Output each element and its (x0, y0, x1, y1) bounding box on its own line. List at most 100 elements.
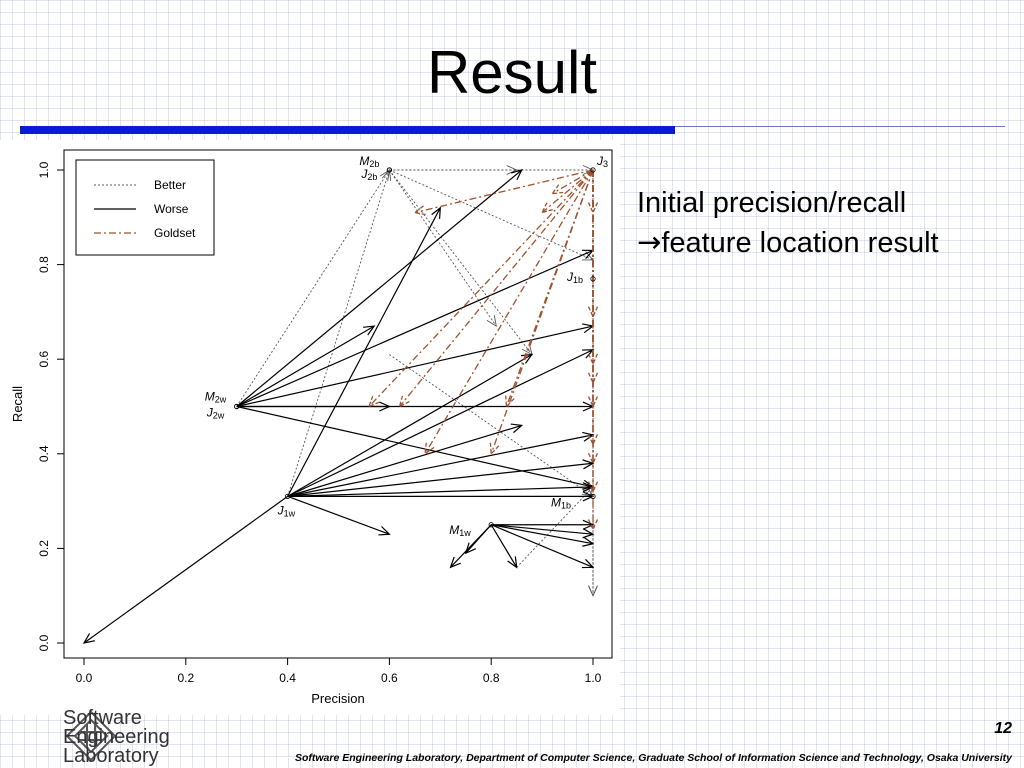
point-marker (234, 403, 240, 410)
worse-arrowhead (581, 349, 595, 359)
point-label: M1w (449, 523, 471, 538)
worse-arrowhead (510, 169, 523, 181)
point-label: J1w (277, 503, 296, 518)
title-underline-thin (675, 126, 1005, 127)
plot-layer: 0.0 0.2 0.4 0.6 0.8 1.0 0.0 0.2 0.4 0.6 0.8 1.0 Prec… (10, 149, 613, 706)
goldset-arrow (414, 169, 594, 214)
precision-recall-chart: 0.0 0.2 0.4 0.6 0.8 1.0 0.0 0.2 0.4 0.6 0.8 1.0 Prec… (10, 149, 613, 706)
goldset-arrowhead (398, 395, 410, 408)
y-tick-label: 0.6 (37, 351, 51, 368)
worse-arrowhead (582, 528, 595, 539)
legend-label-worse: Worse (154, 202, 189, 216)
better-arrowhead (506, 165, 518, 175)
page-number: 12 (994, 720, 1012, 737)
goldset-arrowhead (587, 452, 599, 465)
worse-arrow (236, 325, 375, 408)
worse-arrow (287, 495, 390, 535)
worse-arrow (236, 169, 523, 407)
plot-panel: 0.0 0.2 0.4 0.6 0.8 1.0 0.0 0.2 0.4 0.6 0.8 1.0 Prec… (0, 140, 620, 715)
right-arrow-icon: → (637, 225, 662, 259)
worse-arrow (83, 495, 288, 644)
legend-label-better: Better (154, 178, 186, 192)
point-marker (590, 276, 596, 282)
better-arrow (236, 169, 390, 407)
worse-arrow (287, 462, 594, 497)
plot-frame (63, 149, 613, 659)
legend-label-goldset: Goldset (154, 226, 196, 240)
caption-line-2-text: feature location result (661, 227, 939, 259)
caption-line-1: Initial precision/recall (637, 187, 907, 219)
x-tick-label: 0.2 (177, 671, 194, 685)
goldset-arrowhead (587, 353, 599, 366)
better-arrowhead (381, 168, 392, 181)
y-tick-label: 1.0 (37, 161, 51, 178)
point-marker (590, 167, 596, 173)
worse-arrowhead (449, 556, 461, 569)
goldset-arrowhead (587, 306, 599, 319)
worse-arrowhead (582, 431, 595, 442)
better-arrow (287, 169, 390, 497)
worse-arrow (287, 349, 594, 497)
point-label: M2b (359, 154, 379, 169)
x-tick-label: 0.4 (279, 671, 296, 685)
worse-arrow (490, 524, 594, 568)
goldset-arrow (368, 169, 594, 407)
better-arrowhead (486, 315, 497, 328)
worse-arrowhead (82, 633, 95, 644)
worse-arrow (287, 434, 594, 497)
goldset-arrowhead (587, 434, 599, 446)
goldset-arrowhead (587, 519, 599, 532)
point-label: J2w (206, 406, 225, 421)
goldset-arrow (399, 169, 594, 407)
lab-logo-text: Software Engineering Laboratory (63, 708, 170, 767)
worse-arrowhead (464, 542, 477, 555)
goldset-arrowhead (550, 184, 564, 195)
goldset-arrow (551, 169, 594, 195)
point-marker (590, 493, 596, 499)
better-arrow (389, 169, 594, 261)
point-marker (284, 493, 291, 499)
worse-arrow (287, 424, 522, 497)
worse-arrowhead (363, 325, 376, 336)
x-tick-label: 0.0 (76, 671, 93, 685)
worse-arrowhead (510, 423, 524, 434)
y-axis-label: Recall (10, 386, 25, 422)
logo-line-2: Engineering (63, 726, 170, 748)
goldset-arrowhead (424, 442, 435, 456)
goldset-arrow (424, 169, 594, 455)
worse-arrowhead (507, 556, 518, 569)
point-label: J1b (566, 270, 583, 285)
worse-arrowhead (581, 558, 595, 569)
worse-arrow (287, 207, 441, 497)
worse-arrow (287, 486, 594, 497)
lab-logo-icon (65, 710, 117, 762)
worse-arrow (236, 405, 594, 488)
goldset-arrowhead (587, 202, 599, 215)
worse-arrow (287, 353, 533, 497)
worse-arrow (236, 249, 594, 408)
point-label: M1b (551, 495, 571, 510)
slide-title: Result (426, 39, 598, 106)
x-axis-label: Precision (311, 691, 364, 706)
worse-arrow (465, 524, 492, 554)
legend-box (75, 159, 215, 256)
footer-text: Software Engineering Laboratory, Departm… (294, 752, 1012, 764)
goldset-arrowhead (587, 396, 599, 409)
worse-arrow (490, 524, 518, 568)
x-tick-label: 1.0 (585, 671, 602, 685)
y-tick-label: 0.0 (37, 634, 51, 651)
goldset-arrowhead (540, 202, 553, 214)
worse-arrowhead (431, 206, 441, 219)
worse-arrowhead (582, 459, 595, 470)
worse-arrow (491, 524, 594, 535)
worse-arrow (236, 325, 594, 408)
x-tick-label: 0.6 (381, 671, 398, 685)
point-label: M2w (205, 390, 227, 405)
goldset-arrowhead (367, 395, 380, 408)
point-marker (488, 522, 494, 528)
goldset-arrowhead (489, 442, 500, 456)
worse-arrowhead (582, 536, 595, 547)
worse-arrowhead (378, 526, 391, 536)
goldset-arrow (505, 169, 594, 407)
logo-line-3: Laboratory (63, 745, 159, 767)
